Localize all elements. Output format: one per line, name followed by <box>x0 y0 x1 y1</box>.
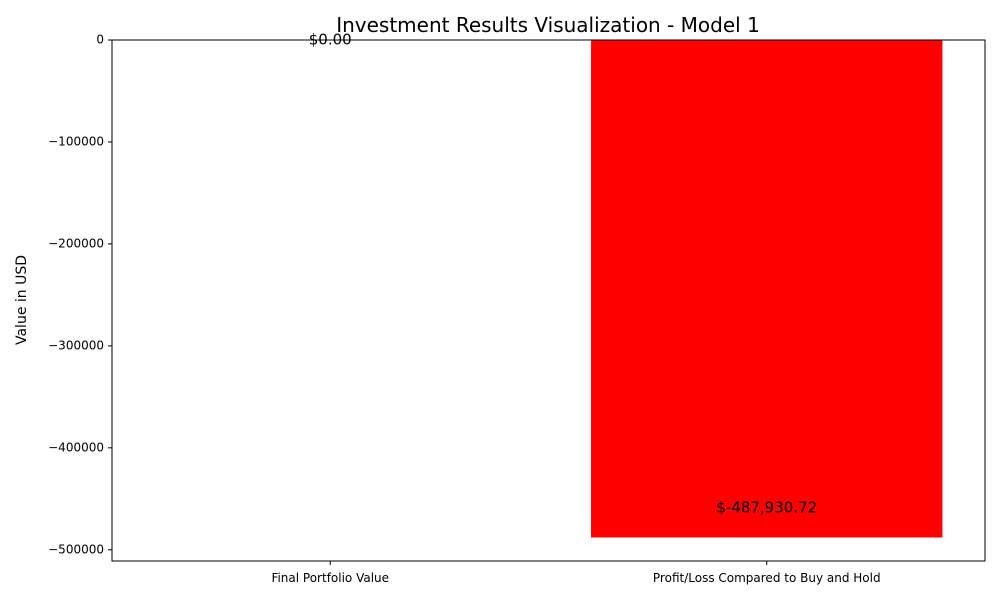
y-tick-label-0: 0 <box>96 33 104 47</box>
data-label-0: $0.00 <box>309 31 352 49</box>
y-tick-label-4: −400000 <box>48 440 104 454</box>
x-tick-label-0: Final Portfolio Value <box>271 571 389 585</box>
x-axis: Final Portfolio Value Profit/Loss Compare… <box>271 561 881 585</box>
plot-area-frame <box>111 39 986 562</box>
y-axis: 0 −100000 −200000 −300000 −400000 −500000 <box>48 33 112 556</box>
data-label-1: $-487,930.72 <box>716 498 817 516</box>
bars-layer <box>591 40 943 538</box>
y-axis-title: Value in USD <box>14 255 30 345</box>
chart-title: Investment Results Visualization - Model… <box>336 13 760 37</box>
data-labels: $0.00 $-487,930.72 <box>309 31 817 517</box>
y-tick-label-1: −100000 <box>48 134 104 148</box>
x-tick-label-1: Profit/Loss Compared to Buy and Hold <box>653 571 881 585</box>
y-tick-label-5: −500000 <box>48 542 104 556</box>
y-tick-label-2: −200000 <box>48 236 104 250</box>
bar-1 <box>591 40 943 538</box>
y-tick-label-3: −300000 <box>48 338 104 352</box>
